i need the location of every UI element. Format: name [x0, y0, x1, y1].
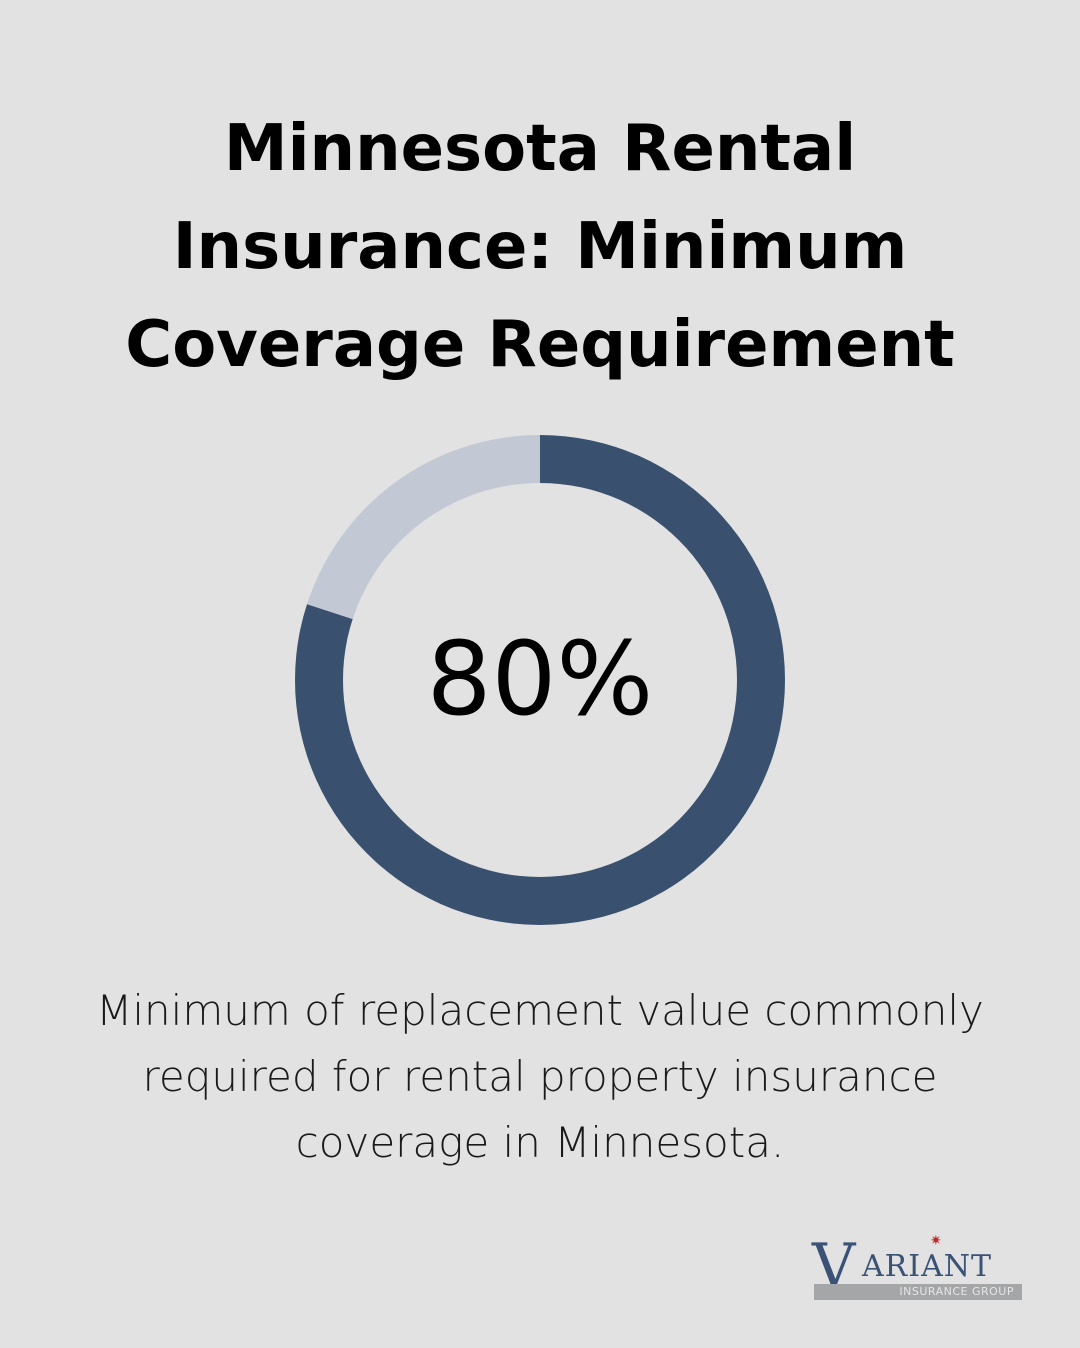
variant-logo: V ARIANT ✷ INSURANCE GROUP: [812, 1232, 1032, 1304]
description: Minimum of replacement value commonly re…: [40, 978, 1040, 1176]
logo-subtitle: INSURANCE GROUP: [814, 1284, 1022, 1300]
logo-star-icon: ✷: [930, 1233, 942, 1249]
logo-word: ARIANT: [862, 1249, 993, 1284]
title-line-1: Minnesota Rental: [223, 112, 857, 186]
donut-chart: [295, 435, 785, 925]
title-line-3: Coverage Requirement: [125, 308, 955, 382]
description-line-2: required for rental property insurance: [142, 1052, 938, 1101]
title-line-2: Insurance: Minimum: [172, 210, 908, 284]
donut-segment-remaining: [306, 435, 540, 620]
description-line-3: coverage in Minnesota.: [295, 1118, 785, 1167]
description-line-1: Minimum of replacement value commonly: [96, 986, 984, 1035]
donut-center-value: 80%: [426, 620, 654, 739]
page-title: Minnesota Rental Insurance: Minimum Cove…: [0, 100, 1080, 394]
